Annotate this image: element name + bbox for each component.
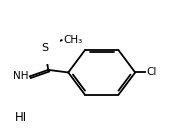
Text: Cl: Cl [146, 67, 156, 77]
Text: NH: NH [13, 71, 28, 81]
Text: HI: HI [15, 111, 27, 124]
Text: CH₃: CH₃ [63, 35, 82, 45]
Text: S: S [41, 43, 48, 53]
